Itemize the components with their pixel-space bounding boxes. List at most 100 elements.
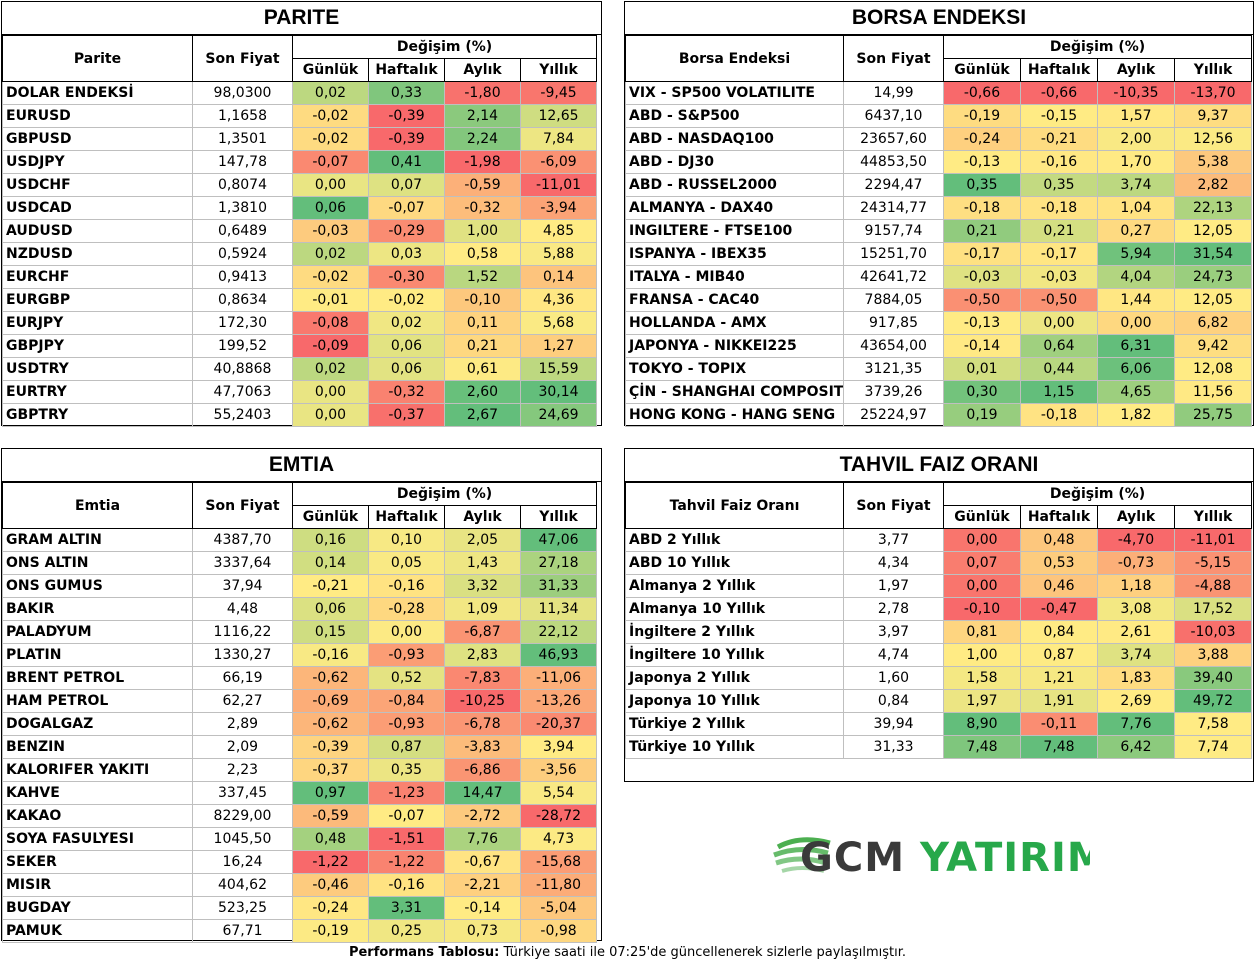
footer-label: Performans Tablosu:: [348, 945, 500, 960]
row-price: 16,24: [192, 850, 293, 874]
row-name: PALADYUM: [2, 620, 193, 644]
emtia-col-name: Emtia: [2, 482, 193, 529]
change-cell: -11,06: [519, 666, 598, 690]
row-price: 523,25: [192, 896, 293, 920]
row-price: 3,97: [843, 620, 944, 644]
row-name: TOKYO - TOPIX: [625, 357, 844, 381]
change-cell: 0,87: [1020, 643, 1098, 667]
change-cell: 5,94: [1097, 242, 1175, 266]
table-row: ÇİN - SHANGHAI COMPOSITE 3739,26 0,30 1,15 4…: [625, 380, 1253, 404]
change-cell: 9,37: [1173, 104, 1253, 128]
tahvil-col-name: Tahvil Faiz Oranı: [625, 482, 844, 529]
tahvil-col-change: Değişim (%): [942, 482, 1253, 506]
table-row: ABD 10 Yıllık 4,34 0,07 0,53 -0,73 -5,15: [625, 551, 1253, 575]
change-cell: 0,00: [1020, 311, 1098, 335]
row-price: 55,2403: [192, 403, 293, 427]
change-cell: 7,74: [1173, 735, 1253, 759]
logo-globe-icon: GCM YATIRIM: [773, 835, 1107, 881]
row-name: BRENT PETROL: [2, 666, 193, 690]
table-row: ABD 2 Yıllık 3,77 0,00 0,48 -4,70 -11,01: [625, 528, 1253, 552]
emtia-col-period: Haftalık: [368, 505, 445, 529]
table-row: EURGBP 0,8634 -0,01 -0,02 -0,10 4,36: [2, 288, 598, 312]
change-cell: -0,50: [1020, 288, 1098, 312]
change-cell: 12,05: [1173, 288, 1253, 312]
change-cell: 2,14: [444, 104, 521, 128]
table-row: HAM PETROL 62,27 -0,69 -0,84 -10,25 -13,26: [2, 689, 598, 713]
change-cell: 1,00: [943, 643, 1021, 667]
row-price: 37,94: [192, 574, 293, 598]
change-cell: -1,23: [368, 781, 445, 805]
tahvil-table: Tahvil Faiz Oranı Son Fiyat Değişim (%) Gün…: [625, 482, 1253, 759]
row-price: 0,8634: [192, 288, 293, 312]
emtia-col-period: Yıllık: [519, 505, 598, 529]
table-row: SOYA FASULYESI 1045,50 0,48 -1,51 7,76 4,73: [2, 827, 598, 851]
row-name: GBPTRY: [2, 403, 193, 427]
emtia-col-price: Son Fiyat: [192, 482, 293, 529]
change-cell: 2,61: [1097, 620, 1175, 644]
change-cell: 0,03: [368, 242, 445, 266]
table-row: USDJPY 147,78 -0,07 0,41 -1,98 -6,09: [2, 150, 598, 174]
change-cell: 0,25: [368, 919, 445, 943]
table-row: NZDUSD 0,5924 0,02 0,03 0,58 5,88: [2, 242, 598, 266]
change-cell: -0,18: [1020, 196, 1098, 220]
emtia-col-period: Aylık: [444, 505, 521, 529]
change-cell: -11,01: [1173, 528, 1253, 552]
change-cell: 0,21: [1020, 219, 1098, 243]
borsa-col-price: Son Fiyat: [843, 35, 944, 82]
change-cell: 2,60: [444, 380, 521, 404]
change-cell: 2,00: [1097, 127, 1175, 151]
table-row: ABD - NASDAQ100 23657,60 -0,24 -0,21 2,00 12,…: [625, 127, 1253, 151]
change-cell: 0,61: [444, 357, 521, 381]
change-cell: 0,53: [1020, 551, 1098, 575]
change-cell: -0,07: [368, 804, 445, 828]
change-cell: -0,13: [943, 311, 1021, 335]
row-price: 8229,00: [192, 804, 293, 828]
change-cell: -0,62: [292, 712, 369, 736]
row-price: 0,6489: [192, 219, 293, 243]
parite-col-name: Parite: [2, 35, 193, 82]
table-row: GBPTRY 55,2403 0,00 -0,37 2,67 24,69: [2, 403, 598, 427]
row-name: KALORIFER YAKITI: [2, 758, 193, 782]
change-cell: 39,40: [1173, 666, 1253, 690]
row-price: 62,27: [192, 689, 293, 713]
change-cell: -1,51: [368, 827, 445, 851]
row-name: EURUSD: [2, 104, 193, 128]
change-cell: -3,83: [444, 735, 521, 759]
row-name: PAMUK: [2, 919, 193, 943]
change-cell: -0,18: [943, 196, 1021, 220]
change-cell: -0,02: [292, 265, 369, 289]
change-cell: -0,73: [1097, 551, 1175, 575]
table-row: BENZIN 2,09 -0,39 0,87 -3,83 3,94: [2, 735, 598, 759]
change-cell: -0,07: [292, 150, 369, 174]
row-price: 47,7063: [192, 380, 293, 404]
change-cell: 46,93: [519, 643, 598, 667]
row-name: BUGDAY: [2, 896, 193, 920]
parite-col-period: Aylık: [444, 58, 521, 82]
change-cell: 0,64: [1020, 334, 1098, 358]
parite-col-period: Yıllık: [519, 58, 598, 82]
change-cell: 4,85: [519, 219, 598, 243]
change-cell: 0,35: [943, 173, 1021, 197]
change-cell: 49,72: [1173, 689, 1253, 713]
parite-col-price: Son Fiyat: [192, 35, 293, 82]
change-cell: 3,94: [519, 735, 598, 759]
change-cell: 0,48: [292, 827, 369, 851]
change-cell: -0,07: [368, 196, 445, 220]
row-price: 172,30: [192, 311, 293, 335]
row-price: 2,23: [192, 758, 293, 782]
change-cell: -0,17: [943, 242, 1021, 266]
row-price: 4387,70: [192, 528, 293, 552]
change-cell: -0,50: [943, 288, 1021, 312]
change-cell: -0,03: [943, 265, 1021, 289]
change-cell: 7,76: [1097, 712, 1175, 736]
table-row: USDCAD 1,3810 0,06 -0,07 -0,32 -3,94: [2, 196, 598, 220]
change-cell: -6,09: [519, 150, 598, 174]
row-name: BAKIR: [2, 597, 193, 621]
change-cell: 1,21: [1020, 666, 1098, 690]
table-row: GBPUSD 1,3501 -0,02 -0,39 2,24 7,84: [2, 127, 598, 151]
borsa-panel: BORSA ENDEKSI Borsa Endeksi Son Fiyat Deği…: [624, 1, 1254, 427]
row-name: SEKER: [2, 850, 193, 874]
change-cell: -0,24: [943, 127, 1021, 151]
change-cell: -7,83: [444, 666, 521, 690]
change-cell: 1,91: [1020, 689, 1098, 713]
